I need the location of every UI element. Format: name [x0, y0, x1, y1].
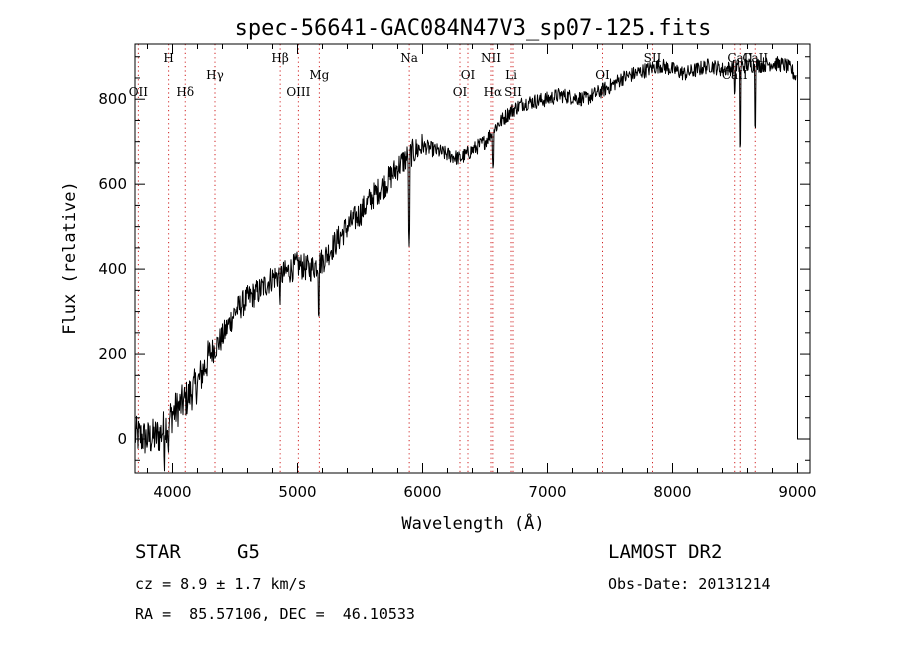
line-marker-label: Hγ	[206, 68, 224, 82]
y-tick-label: 600	[98, 175, 127, 193]
x-tick-label: 6000	[403, 483, 441, 501]
x-tick-label: 4000	[153, 483, 191, 501]
redshift-velocity: cz = 8.9 ± 1.7 km/s	[135, 575, 307, 593]
line-marker-label: OIII	[286, 85, 310, 99]
x-tick-label: 9000	[778, 483, 816, 501]
line-marker-label: OI	[461, 68, 476, 82]
line-marker-label: Hβ	[271, 51, 288, 65]
spectrum-end-drop	[797, 61, 810, 440]
object-class: STAR	[135, 541, 181, 563]
line-marker-label: Hδ	[176, 85, 194, 99]
x-axis-label: Wavelength (Å)	[401, 512, 544, 534]
y-tick-label: 800	[98, 90, 127, 108]
y-tick-label: 400	[98, 260, 127, 278]
survey-name: LAMOST DR2	[608, 541, 723, 563]
y-tick-label: 200	[98, 345, 127, 363]
plot-frame	[134, 43, 811, 474]
line-marker-label: H	[163, 51, 173, 65]
line-marker-label: OI	[453, 85, 468, 99]
sky-coordinates: RA = 85.57106, DEC = 46.10533	[135, 605, 415, 623]
x-tick-label: 5000	[278, 483, 316, 501]
x-tick-label: 8000	[653, 483, 691, 501]
line-marker-label: OII	[129, 85, 149, 99]
axis-layer: 4000 5000 6000 7000 8000 9000 0 200 400 600 800	[98, 44, 817, 501]
y-axis-label: Flux (relative)	[60, 181, 80, 335]
line-marker-label: SII	[504, 85, 522, 99]
spectral-subclass: G5	[237, 541, 260, 563]
line-marker-label: NII	[481, 51, 501, 65]
x-tick-label: 7000	[528, 483, 566, 501]
line-marker-label: Hα	[484, 85, 503, 99]
y-tick-label: 0	[117, 430, 127, 448]
chart-title: spec-56641-GAC084N47V3_sp07-125.fits	[235, 16, 712, 41]
line-marker-layer: OIIHHδHγHβOIIIMgNaOIOINIIHαLiSIIOISIICaI…	[129, 44, 768, 473]
line-marker-label: Li	[505, 68, 517, 82]
line-marker-label: Mg	[309, 68, 329, 82]
line-marker-label: OI	[595, 68, 610, 82]
spectrum-line	[134, 56, 797, 472]
line-marker-label: Na	[400, 51, 418, 65]
observation-date: Obs-Date: 20131214	[608, 575, 771, 593]
